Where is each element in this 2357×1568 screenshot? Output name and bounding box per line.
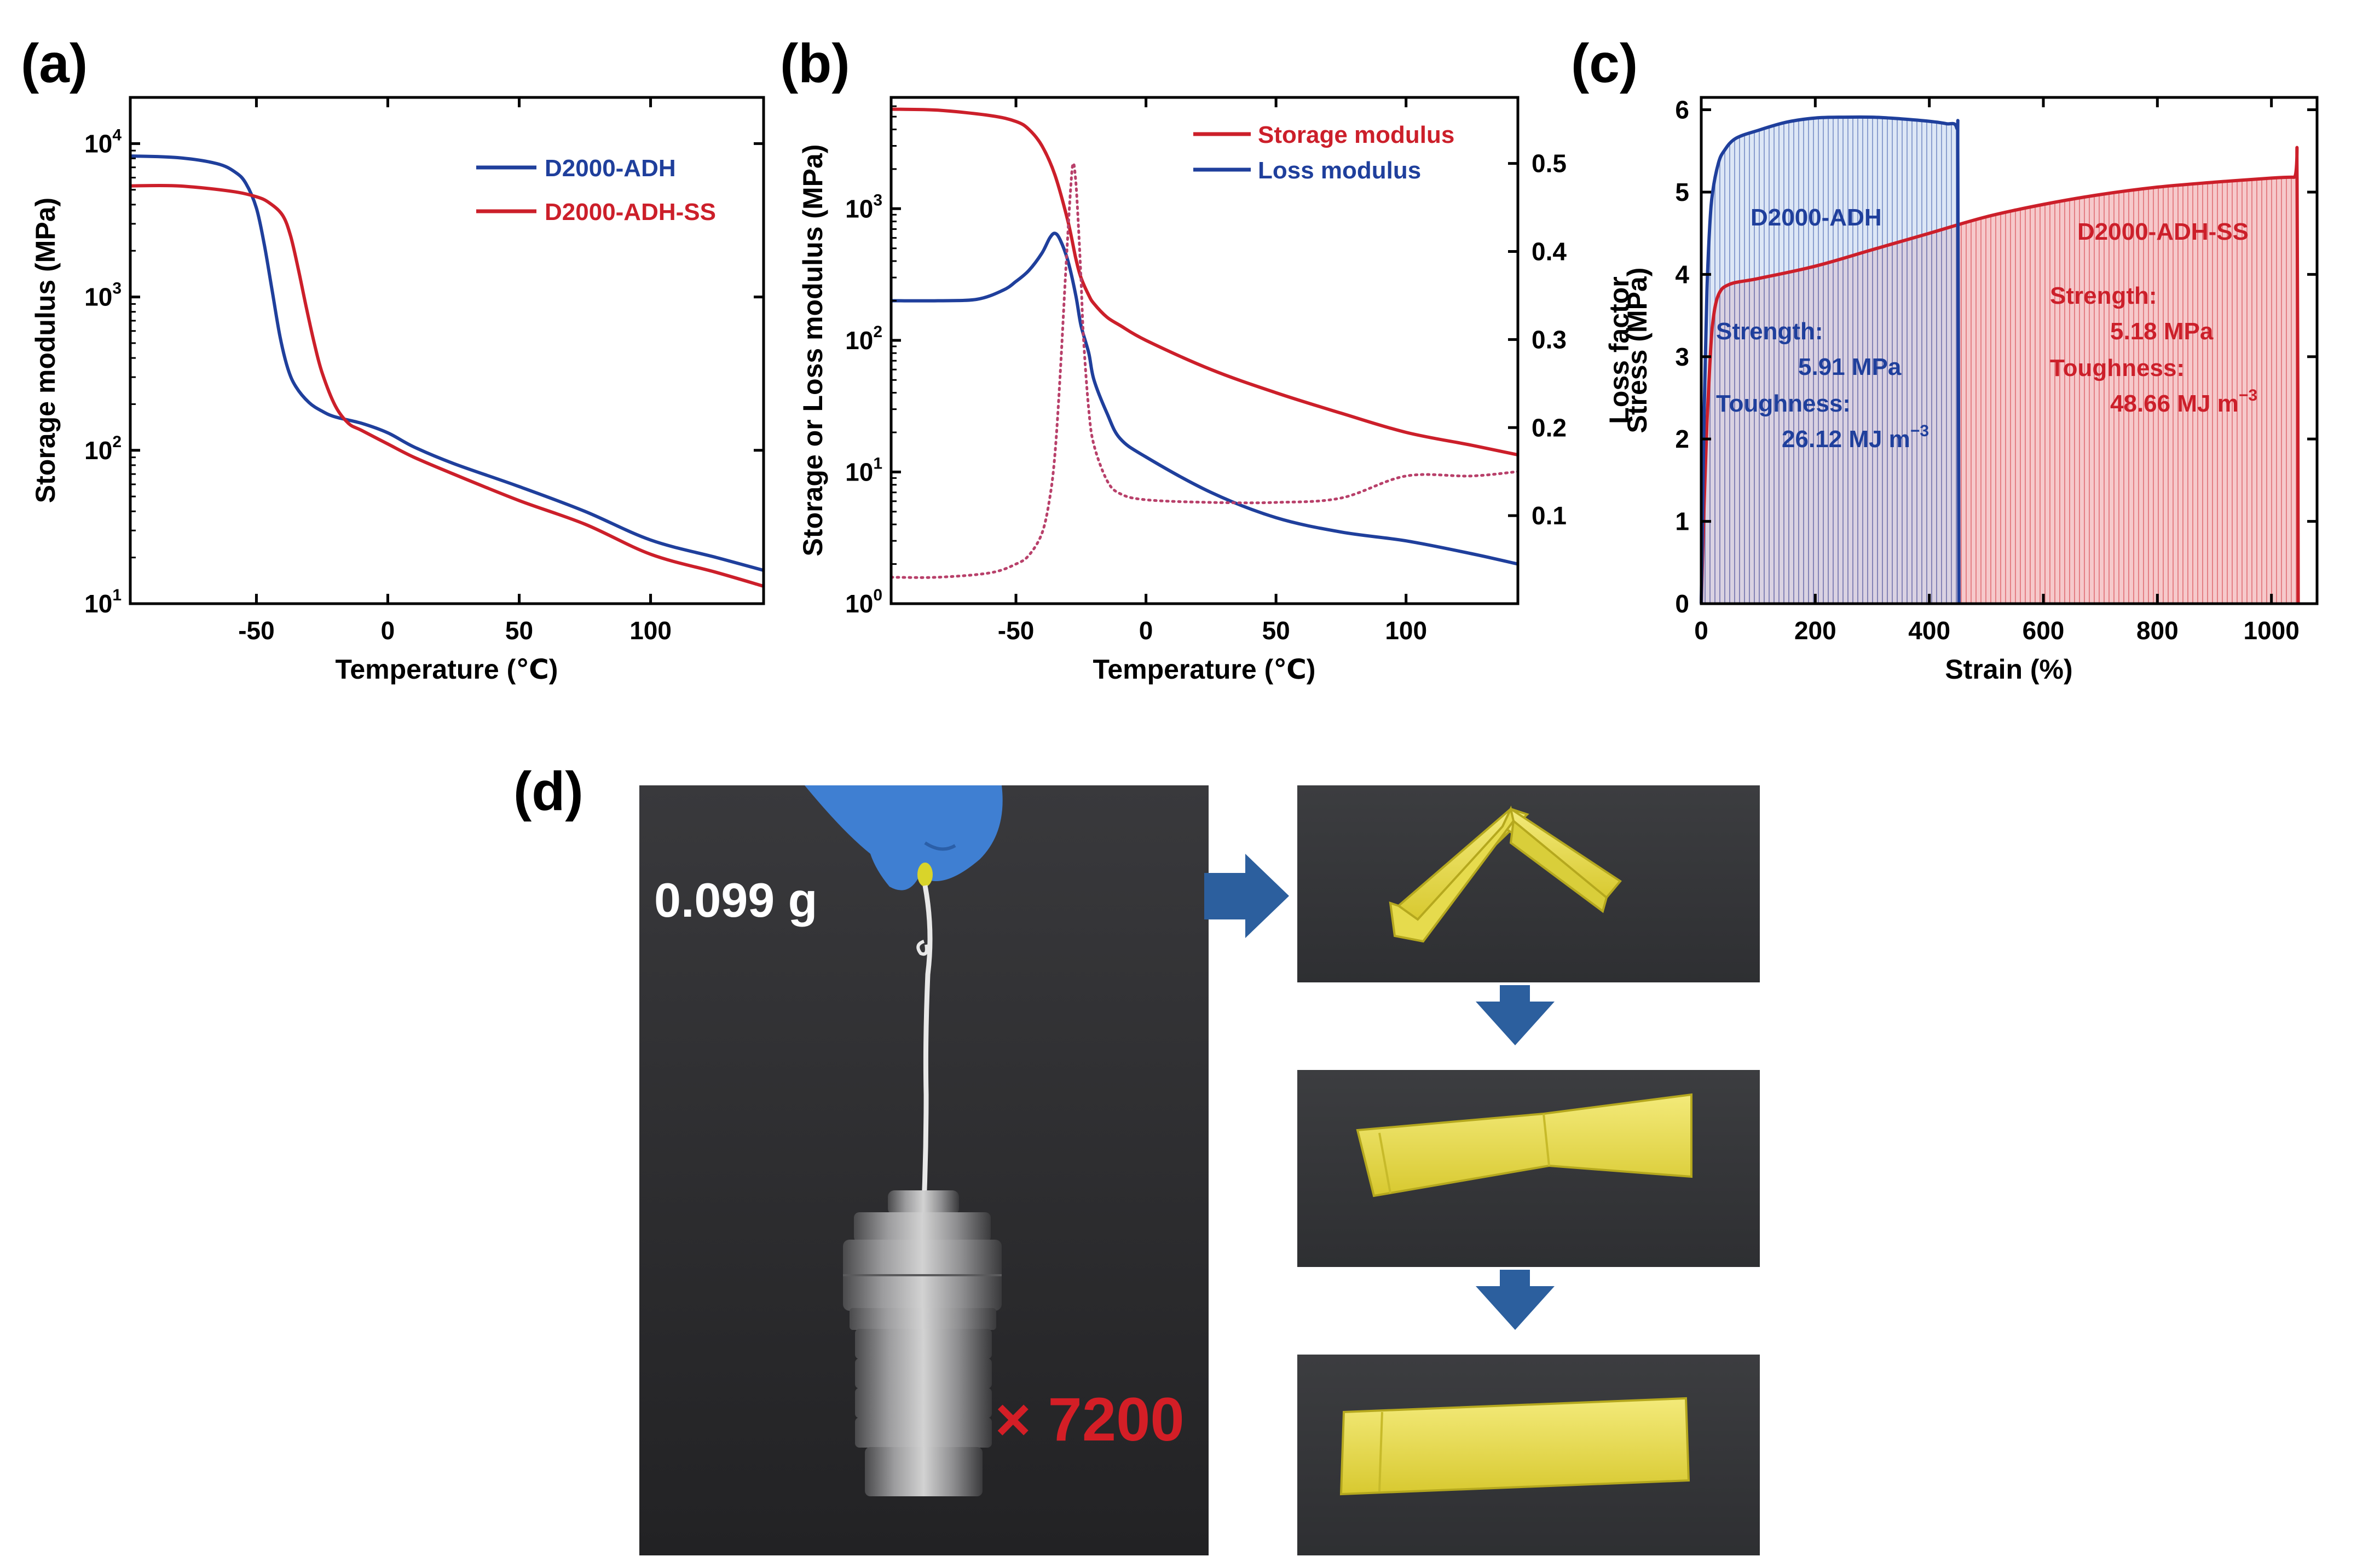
annot-adh-toughness-value: 26.12 MJ m−3 (1782, 422, 1929, 453)
panel-a-legend: D2000-ADH D2000-ADH-SS (476, 155, 716, 225)
right-arrow-icon (1204, 854, 1289, 938)
x-tick-label: 0 (1139, 616, 1153, 645)
panel-b-xlabel: Temperature (℃) (1093, 654, 1316, 685)
y2-tick-label: 0.4 (1532, 238, 1567, 266)
legend-label-d2000-adh: D2000-ADH (545, 155, 676, 182)
area-hatch-d2000-adh (1701, 117, 1959, 604)
recovery-photo-3 (1297, 1355, 1760, 1555)
y-tick-label: 101 (84, 586, 122, 618)
panel-c-frame (1700, 96, 2319, 605)
x-tick-label: 800 (2136, 616, 2179, 645)
x-tick-label: 100 (1385, 616, 1427, 645)
y-tick-label: 1 (1675, 507, 1689, 536)
x-tick-label: 100 (629, 616, 672, 645)
recovery-photo-1 (1297, 785, 1760, 982)
legend-label-d2000-adh-ss: D2000-ADH-SS (545, 199, 716, 225)
series-line-d2000-adh (130, 154, 764, 572)
y-tick-label: 104 (84, 126, 122, 158)
recovery-photo-2 (1297, 1070, 1760, 1267)
x-tick-label: 600 (2023, 616, 2065, 645)
annot-ss-strength-value: 5.18 MPa (2110, 318, 2214, 345)
y-tick-label: 4 (1675, 260, 1689, 288)
panel-c-xlabel: Strain (%) (1945, 654, 2072, 685)
y-tick-label: 102 (84, 433, 122, 465)
y-tick-label: 103 (84, 280, 122, 311)
panel-b-y2label: Loss factor (1604, 276, 1634, 424)
panel-c-ylabel: Stress (MPa) (1622, 268, 1653, 433)
series-line-d2000-adh-ss (130, 183, 764, 588)
panel-a-label: (a) (21, 33, 88, 94)
y-tick-label: 102 (845, 323, 882, 355)
y-tick-label: 103 (845, 191, 882, 223)
legend-label-loss: Loss modulus (1258, 157, 1421, 184)
panel-a-frame (129, 96, 765, 605)
annot-adh-strength-label: Strength: (1716, 318, 1823, 345)
panel-b: (b) -50 0 50 100 100 101 102 103 0.1 0.2 0.3 0.4 0.5… (780, 33, 1634, 685)
panel-c-annotations: D2000-ADH Strength: 5.91 MPa Toughness: … (1716, 204, 2257, 453)
x-tick-label: 1000 (2243, 616, 2299, 645)
panel-c-plot (1700, 115, 2300, 604)
panel-b-label: (b) (780, 33, 850, 94)
panel-c-label: (c) (1571, 33, 1638, 94)
y-tick-label: 3 (1675, 343, 1689, 371)
weight-label: 0.099 g (654, 873, 817, 927)
thread (921, 885, 933, 1205)
y2-tick-label: 0.1 (1532, 501, 1567, 530)
y-tick-label: 101 (845, 454, 882, 486)
y-tick-label: 0 (1675, 589, 1689, 618)
annot-ss-toughness-label: Toughness: (2050, 355, 2185, 381)
panel-b-frame (889, 96, 1520, 605)
panel-a: (a) -50 0 50 100 101 102 103 104 Temperature (℃… (21, 33, 765, 685)
panel-a-plot (130, 154, 764, 588)
x-tick-label: 0 (381, 616, 395, 645)
x-tick-label: 0 (1694, 616, 1708, 645)
annot-ss-name: D2000-ADH-SS (2077, 218, 2249, 245)
down-arrow-icon-1 (1476, 985, 1555, 1045)
steel-weight-icon (843, 1190, 1002, 1496)
panel-b-ylabel: Storage or Loss modulus (MPa) (798, 144, 828, 557)
panel-b-ticks: -50 0 50 100 100 101 102 103 0.1 0.2 0.3 0.4 0.5 (845, 96, 1567, 645)
panel-b-plot (891, 107, 1518, 579)
annot-adh-strength-value: 5.91 MPa (1798, 354, 1902, 380)
glove-icon (805, 785, 1003, 890)
weight-photo: 0.099 g × 7200 (639, 785, 1209, 1555)
y-tick-label: 100 (845, 586, 882, 618)
annot-ss-strength-label: Strength: (2050, 282, 2157, 309)
x-tick-label: -50 (238, 616, 274, 645)
panel-c-ticks: 0 200 400 600 800 1000 0 1 2 3 4 5 6 (1675, 96, 2317, 645)
annot-adh-toughness-label: Toughness: (1716, 390, 1851, 417)
thread-knot (916, 940, 928, 956)
y-tick-label: 6 (1675, 96, 1689, 124)
annot-ss-toughness-value: 48.66 MJ m−3 (2110, 386, 2257, 417)
x-tick-label: -50 (998, 616, 1034, 645)
y2-tick-label: 0.3 (1532, 325, 1567, 354)
annot-adh-name: D2000-ADH (1751, 204, 1882, 231)
series-line-loss-modulus (891, 232, 1518, 566)
series-line-storage-modulus (891, 107, 1518, 457)
y2-tick-label: 0.5 (1532, 149, 1567, 178)
y-tick-label: 2 (1675, 425, 1689, 453)
panel-d: (d) (513, 761, 1760, 1555)
down-arrow-icon-2 (1476, 1270, 1555, 1330)
sample-tip (917, 863, 933, 887)
multiplier-label: × 7200 (995, 1385, 1185, 1454)
x-tick-label: 200 (1794, 616, 1836, 645)
x-tick-label: 50 (505, 616, 533, 645)
x-tick-label: 400 (1908, 616, 1950, 645)
legend-label-storage: Storage modulus (1258, 121, 1454, 148)
panel-a-ylabel: Storage modulus (MPa) (30, 198, 61, 503)
x-tick-label: 50 (1262, 616, 1290, 645)
panel-b-legend: Storage modulus Loss modulus (1193, 121, 1454, 184)
series-line-d2000-adh (1700, 115, 1961, 604)
panel-a-xlabel: Temperature (℃) (336, 654, 558, 685)
panel-d-label: (d) (513, 761, 584, 822)
y-tick-label: 5 (1675, 178, 1689, 206)
y2-tick-label: 0.2 (1532, 413, 1567, 442)
panel-a-ticks: -50 0 50 100 101 102 103 104 (84, 96, 764, 645)
series-line-loss-factor (891, 162, 1518, 579)
glove-crease (924, 841, 956, 851)
